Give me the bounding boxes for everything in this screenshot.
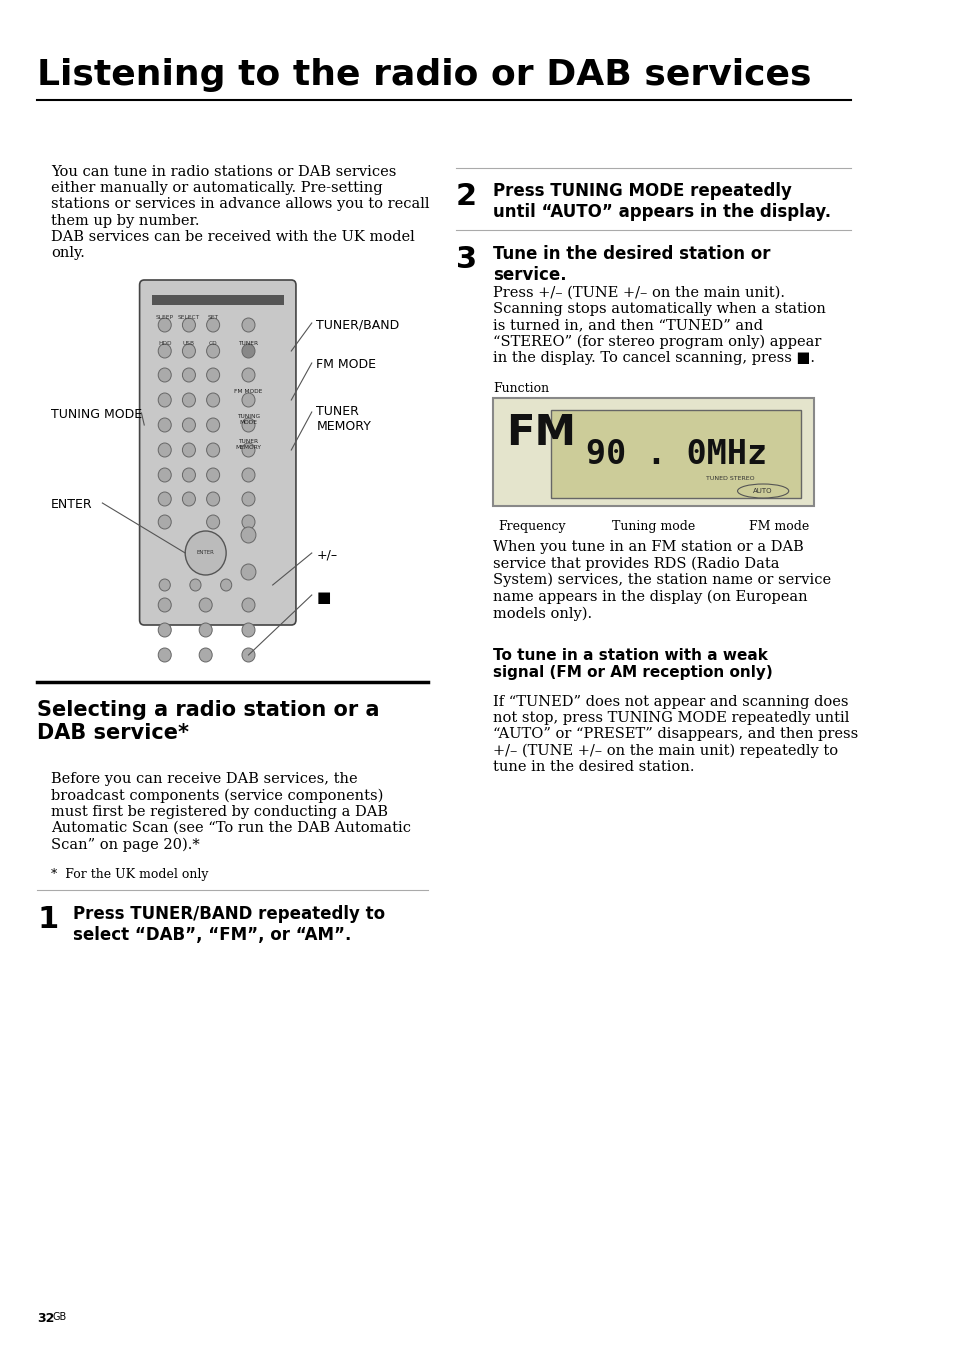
Text: 2: 2 [456,182,476,212]
Circle shape [158,418,171,431]
FancyBboxPatch shape [139,280,295,625]
Text: Press TUNER/BAND repeatedly to
select “DAB”, “FM”, or “AM”.: Press TUNER/BAND repeatedly to select “D… [72,905,384,944]
Text: TUNER/BAND: TUNER/BAND [316,318,399,332]
Text: CD: CD [209,341,217,346]
Text: Function: Function [493,381,549,395]
Text: SET: SET [208,315,218,319]
Text: Tuning mode: Tuning mode [611,520,694,532]
Circle shape [242,515,254,528]
Text: TUNING
MODE: TUNING MODE [236,414,260,425]
Circle shape [182,418,195,431]
Circle shape [182,394,195,407]
Circle shape [242,468,254,483]
Circle shape [242,368,254,381]
Text: Before you can receive DAB services, the
broadcast components (service component: Before you can receive DAB services, the… [51,772,411,852]
Circle shape [242,648,254,662]
Circle shape [241,527,255,543]
Circle shape [207,368,219,381]
Circle shape [158,515,171,528]
Text: TUNED STEREO: TUNED STEREO [705,476,754,480]
Ellipse shape [737,484,788,497]
Text: 90 . 0MHz: 90 . 0MHz [585,438,766,472]
Text: 3: 3 [456,245,476,274]
Circle shape [190,580,201,590]
Text: Press +/– (TUNE +/– on the main unit).
Scanning stops automatically when a stati: Press +/– (TUNE +/– on the main unit). S… [493,286,825,365]
Text: 32: 32 [37,1312,54,1325]
Text: AUTO: AUTO [753,488,772,493]
Circle shape [207,318,219,332]
Circle shape [242,623,254,638]
Circle shape [199,648,212,662]
Circle shape [241,563,255,580]
Text: Selecting a radio station or a
DAB service*: Selecting a radio station or a DAB servi… [37,700,379,743]
Text: TUNER
MEMORY: TUNER MEMORY [316,404,371,433]
Circle shape [158,468,171,483]
Circle shape [158,344,171,359]
Text: TUNER
MEMORY: TUNER MEMORY [235,439,261,450]
Text: TUNING MODE: TUNING MODE [51,408,142,421]
Circle shape [207,492,219,506]
Circle shape [158,599,171,612]
Circle shape [158,648,171,662]
Text: Press TUNING MODE repeatedly
until “AUTO” appears in the display.: Press TUNING MODE repeatedly until “AUTO… [493,182,830,221]
Text: If “TUNED” does not appear and scanning does
not stop, press TUNING MODE repeate: If “TUNED” does not appear and scanning … [493,696,858,774]
Text: GB: GB [52,1312,67,1322]
Circle shape [159,580,171,590]
Circle shape [242,394,254,407]
Text: To tune in a station with a weak
signal (FM or AM reception only): To tune in a station with a weak signal … [493,648,772,681]
Text: +/–: +/– [316,549,337,561]
Text: SLEEP: SLEEP [155,315,173,319]
Circle shape [158,318,171,332]
Bar [551,410,801,497]
Circle shape [199,623,212,638]
Circle shape [185,531,226,576]
Circle shape [242,443,254,457]
Bar [493,398,814,506]
Bar [152,295,284,305]
Text: When you tune in an FM station or a DAB
service that provides RDS (Radio Data
Sy: When you tune in an FM station or a DAB … [493,541,830,620]
Text: Frequency: Frequency [497,520,565,532]
Text: FM MODE: FM MODE [316,359,376,371]
Text: Tune in the desired station or
service.: Tune in the desired station or service. [493,245,770,284]
Text: Listening to the radio or DAB services: Listening to the radio or DAB services [37,58,811,92]
Circle shape [207,418,219,431]
Circle shape [242,599,254,612]
Circle shape [207,394,219,407]
Text: *  For the UK model only: * For the UK model only [51,868,209,882]
Circle shape [207,468,219,483]
Text: FM: FM [506,412,576,454]
Text: TUNER: TUNER [238,341,258,346]
Circle shape [242,344,254,359]
Circle shape [158,623,171,638]
Circle shape [158,443,171,457]
Text: FM mode: FM mode [749,520,809,532]
Text: USB: USB [183,341,194,346]
Text: ENTER: ENTER [51,497,92,511]
Circle shape [220,580,232,590]
Circle shape [158,492,171,506]
Circle shape [182,344,195,359]
Text: ■: ■ [316,590,331,605]
Circle shape [242,418,254,431]
Circle shape [242,492,254,506]
Text: ENTER: ENTER [196,550,214,555]
Circle shape [207,515,219,528]
Circle shape [182,318,195,332]
Circle shape [182,492,195,506]
Circle shape [207,344,219,359]
Text: SELECT: SELECT [177,315,200,319]
Circle shape [182,468,195,483]
Text: FM MODE: FM MODE [234,390,262,394]
Text: HDD: HDD [158,341,172,346]
Circle shape [182,443,195,457]
Circle shape [158,368,171,381]
Circle shape [199,599,212,612]
Text: You can tune in radio stations or DAB services
either manually or automatically.: You can tune in radio stations or DAB se… [51,164,429,260]
Circle shape [207,443,219,457]
Circle shape [158,394,171,407]
Circle shape [182,368,195,381]
Text: 1: 1 [37,905,58,934]
Circle shape [242,318,254,332]
